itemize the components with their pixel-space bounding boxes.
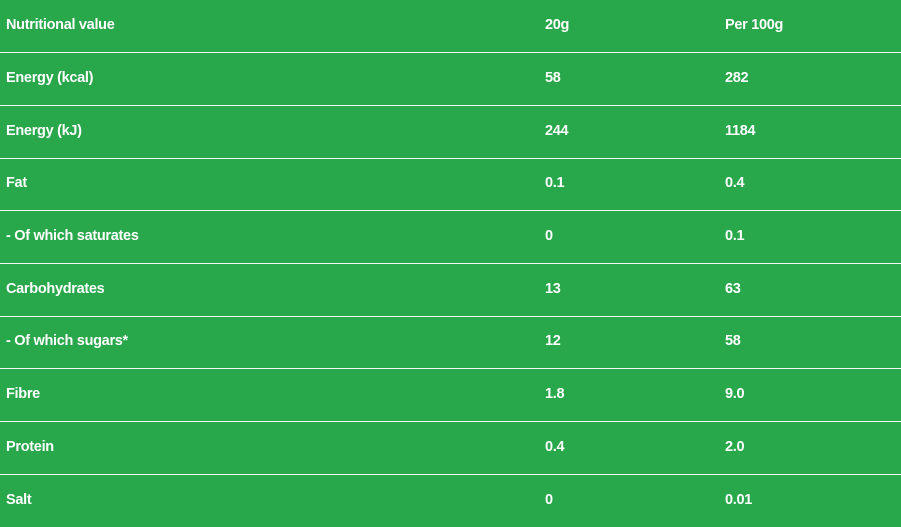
nutrient-name: - Of which saturates (0, 210, 545, 264)
value-per-100g: 2.0 (725, 421, 901, 475)
value-per-100g: 0.01 (725, 491, 753, 508)
nutrient-name: Protein (0, 421, 545, 475)
table-row: Salt 0 0.01 (0, 474, 901, 527)
table-row: - Of which sugars* 12 58 (0, 316, 901, 370)
value-per-100g: 0.4 (725, 158, 901, 212)
value-per-100g: 58 (725, 316, 901, 370)
table-row: - Of which saturates 0 0.1 (0, 210, 901, 264)
value-per-100g: 63 (725, 263, 901, 317)
value-per-100g: 0.1 (725, 210, 901, 264)
value-20g: 1.8 (545, 368, 725, 422)
value-20g: 0.4 (545, 421, 725, 475)
table-row: Fibre 1.8 9.0 (0, 368, 901, 422)
nutrient-name: Fat (0, 158, 545, 212)
value-20g: 58 (545, 52, 725, 106)
table-row: Fat 0.1 0.4 (0, 158, 901, 212)
value-20g: 13 (545, 263, 725, 317)
header-nutritional-value: Nutritional value (0, 0, 545, 54)
table-row: Protein 0.4 2.0 (0, 421, 901, 475)
table-row: Energy (kJ) 244 1184 (0, 105, 901, 159)
header-row: Nutritional value 20g Per 100g (0, 0, 901, 54)
nutrient-name: Energy (kJ) (0, 105, 545, 159)
value-20g: 12 (545, 316, 725, 370)
value-20g: 0 (545, 491, 553, 508)
nutrient-name: Energy (kcal) (0, 52, 545, 106)
header-per-100g: Per 100g (725, 0, 901, 54)
value-per-100g: 282 (725, 52, 901, 106)
nutrient-name: Salt (6, 491, 32, 508)
value-per-100g: 9.0 (725, 368, 901, 422)
nutrient-name: - Of which sugars* (0, 316, 545, 370)
header-20g: 20g (545, 0, 725, 54)
table-row: Energy (kcal) 58 282 (0, 52, 901, 106)
value-20g: 0 (545, 210, 725, 264)
value-20g: 0.1 (545, 158, 725, 212)
value-per-100g: 1184 (725, 105, 901, 159)
table-row: Carbohydrates 13 63 (0, 263, 901, 317)
value-20g: 244 (545, 105, 725, 159)
nutrient-name: Carbohydrates (0, 263, 545, 317)
nutrient-name: Fibre (0, 368, 545, 422)
